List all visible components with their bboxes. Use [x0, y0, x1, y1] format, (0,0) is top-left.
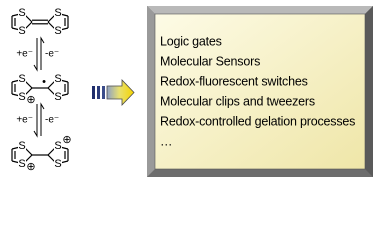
atom-bg — [18, 141, 26, 151]
diagram: Logic gates Molecular Sensors Redox-fluore… — [11, 6, 373, 177]
oxidize-label: -e⁻ — [45, 115, 59, 126]
atom-bg — [18, 8, 26, 18]
bond — [47, 147, 56, 156]
application-item: … — [160, 134, 172, 148]
atom-label: S — [54, 140, 61, 152]
application-item: Redox-controlled gelation processes — [160, 114, 355, 128]
bond — [47, 21, 56, 30]
application-box — [147, 6, 373, 177]
atom-label: S — [18, 25, 25, 37]
application-item: Molecular Sensors — [160, 54, 260, 68]
atom-bg — [54, 92, 62, 102]
atom-bg — [18, 92, 26, 102]
atom-label: S — [18, 91, 25, 103]
atom-label: S — [18, 158, 25, 170]
atom-bg — [54, 159, 62, 169]
bond — [24, 14, 33, 23]
arrow-head — [33, 64, 38, 72]
atom-label: S — [54, 91, 61, 103]
atom-bg — [18, 26, 26, 36]
redox-step: +e⁻ -e⁻ — [16, 102, 59, 138]
atom-label: S — [54, 158, 61, 170]
arrow-head — [40, 102, 45, 110]
bond — [24, 147, 33, 156]
bond — [24, 80, 33, 89]
charge-label: ⊕ — [26, 161, 35, 173]
bond — [47, 14, 56, 23]
arrow-head — [33, 130, 38, 138]
charge-label: • — [42, 76, 46, 88]
atom-bg — [54, 26, 62, 36]
reduce-label: +e⁻ — [16, 115, 33, 126]
bond — [24, 21, 33, 30]
application-list: Logic gates Molecular Sensors Redox-fluore… — [160, 34, 355, 148]
application-item: Redox-fluorescent switches — [160, 74, 308, 88]
atom-label: S — [54, 73, 61, 85]
atom-bg — [54, 74, 62, 84]
reduce-label: +e⁻ — [16, 49, 33, 60]
redox-step: +e⁻ -e⁻ — [16, 36, 59, 72]
atom-bg — [54, 8, 62, 18]
arrow-head — [40, 36, 45, 44]
bond — [24, 154, 33, 163]
atom-bg — [54, 141, 62, 151]
atom-bg — [18, 159, 26, 169]
atom-label: S — [54, 25, 61, 37]
atom-bg — [18, 74, 26, 84]
atom-label: S — [18, 73, 25, 85]
charge-label: ⊕ — [62, 134, 71, 146]
big-arrow — [92, 79, 135, 106]
charge-label: ⊕ — [26, 94, 35, 106]
atom-label: S — [18, 140, 25, 152]
bond — [47, 87, 56, 96]
oxidize-label: -e⁻ — [45, 49, 59, 60]
bond — [47, 154, 56, 163]
bond — [24, 87, 33, 96]
application-item: Molecular clips and tweezers — [160, 94, 315, 108]
application-item: Logic gates — [160, 34, 222, 48]
bond — [47, 80, 56, 89]
atom-label: S — [54, 7, 61, 19]
atom-label: S — [18, 7, 25, 19]
